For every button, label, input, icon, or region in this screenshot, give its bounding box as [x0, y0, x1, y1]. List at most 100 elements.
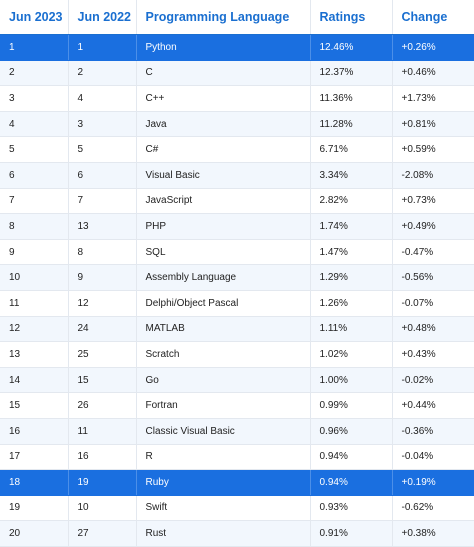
language-name-cell: Visual Basic [135, 162, 310, 189]
rating-cell: 0.93% [309, 495, 392, 522]
table-row[interactable]: 3 4 C++ 11.36% +1.73% [0, 85, 474, 112]
table-row[interactable]: 2 2 C 12.37% +0.46% [0, 60, 474, 87]
rank-jun-2023-cell: 1 [0, 34, 68, 61]
change-cell: -0.36% [391, 418, 474, 445]
language-name-cell: Ruby [135, 469, 310, 496]
rank-jun-2022-cell: 7 [67, 188, 136, 215]
rank-jun-2022-cell: 1 [67, 34, 136, 61]
rating-cell: 12.46% [309, 34, 392, 61]
change-cell: +0.44% [391, 392, 474, 419]
rating-cell: 0.99% [309, 392, 392, 419]
rating-cell: 1.00% [309, 367, 392, 394]
change-cell: -0.56% [391, 264, 474, 291]
table-header: Jun 2023 Jun 2022 Programming Language R… [0, 0, 474, 35]
change-cell: +0.59% [391, 136, 474, 163]
rank-jun-2023-cell: 5 [0, 136, 68, 163]
rank-jun-2022-cell: 27 [67, 520, 136, 547]
rating-cell: 0.94% [309, 469, 392, 496]
change-cell: +0.26% [391, 34, 474, 61]
rating-cell: 1.47% [309, 239, 392, 266]
table-row[interactable]: 13 25 Scratch 1.02% +0.43% [0, 341, 474, 368]
rank-jun-2022-cell: 24 [67, 316, 136, 343]
table-row[interactable]: 5 5 C# 6.71% +0.59% [0, 136, 474, 163]
rank-jun-2022-cell: 10 [67, 495, 136, 522]
language-name-cell: C++ [135, 85, 310, 112]
rank-jun-2023-cell: 17 [0, 444, 68, 471]
rank-jun-2022-cell: 9 [67, 264, 136, 291]
rating-cell: 6.71% [309, 136, 392, 163]
table-row[interactable]: 20 27 Rust 0.91% +0.38% [0, 520, 474, 547]
rating-cell: 0.91% [309, 520, 392, 547]
table-row[interactable]: 12 24 MATLAB 1.11% +0.48% [0, 316, 474, 343]
rank-jun-2023-cell: 15 [0, 392, 68, 419]
change-cell: -2.08% [391, 162, 474, 189]
rating-cell: 1.11% [309, 316, 392, 343]
column-header-jun-2022[interactable]: Jun 2022 [67, 0, 136, 35]
change-cell: +0.73% [391, 188, 474, 215]
change-cell: -0.02% [391, 367, 474, 394]
rank-jun-2022-cell: 25 [67, 341, 136, 368]
table-row[interactable]: 11 12 Delphi/Object Pascal 1.26% -0.07% [0, 290, 474, 317]
rank-jun-2023-cell: 10 [0, 264, 68, 291]
rank-jun-2022-cell: 8 [67, 239, 136, 266]
rating-cell: 2.82% [309, 188, 392, 215]
language-name-cell: Assembly Language [135, 264, 310, 291]
rating-cell: 1.02% [309, 341, 392, 368]
table-row[interactable]: 8 13 PHP 1.74% +0.49% [0, 213, 474, 240]
table-row[interactable]: 9 8 SQL 1.47% -0.47% [0, 239, 474, 266]
change-cell: -0.07% [391, 290, 474, 317]
table-row[interactable]: 7 7 JavaScript 2.82% +0.73% [0, 188, 474, 215]
table-row[interactable]: 14 15 Go 1.00% -0.02% [0, 367, 474, 394]
rank-jun-2022-cell: 13 [67, 213, 136, 240]
table-row[interactable]: 10 9 Assembly Language 1.29% -0.56% [0, 264, 474, 291]
column-header-language[interactable]: Programming Language [135, 0, 310, 35]
language-name-cell: Scratch [135, 341, 310, 368]
rank-jun-2023-cell: 6 [0, 162, 68, 189]
column-header-ratings[interactable]: Ratings [309, 0, 392, 35]
rating-cell: 0.96% [309, 418, 392, 445]
rank-jun-2023-cell: 16 [0, 418, 68, 445]
rating-cell: 11.28% [309, 111, 392, 138]
table-row[interactable]: 4 3 Java 11.28% +0.81% [0, 111, 474, 138]
language-name-cell: Python [135, 34, 310, 61]
rank-jun-2022-cell: 15 [67, 367, 136, 394]
rank-jun-2022-cell: 4 [67, 85, 136, 112]
table-row[interactable]: 17 16 R 0.94% -0.04% [0, 444, 474, 471]
language-name-cell: Classic Visual Basic [135, 418, 310, 445]
rank-jun-2023-cell: 19 [0, 495, 68, 522]
language-name-cell: Delphi/Object Pascal [135, 290, 310, 317]
rank-jun-2023-cell: 12 [0, 316, 68, 343]
table-row[interactable]: 1 1 Python 12.46% +0.26% [0, 34, 474, 61]
table-row[interactable]: 19 10 Swift 0.93% -0.62% [0, 495, 474, 522]
change-cell: -0.62% [391, 495, 474, 522]
change-cell: +0.81% [391, 111, 474, 138]
language-name-cell: Swift [135, 495, 310, 522]
language-name-cell: Java [135, 111, 310, 138]
change-cell: +0.43% [391, 341, 474, 368]
table-row[interactable]: 6 6 Visual Basic 3.34% -2.08% [0, 162, 474, 189]
column-header-jun-2023[interactable]: Jun 2023 [0, 0, 68, 35]
language-name-cell: Rust [135, 520, 310, 547]
rank-jun-2023-cell: 4 [0, 111, 68, 138]
rank-jun-2022-cell: 16 [67, 444, 136, 471]
table-row[interactable]: 16 11 Classic Visual Basic 0.96% -0.36% [0, 418, 474, 445]
language-name-cell: SQL [135, 239, 310, 266]
rank-jun-2022-cell: 3 [67, 111, 136, 138]
rank-jun-2023-cell: 7 [0, 188, 68, 215]
rank-jun-2023-cell: 9 [0, 239, 68, 266]
language-name-cell: MATLAB [135, 316, 310, 343]
table-body: 1 1 Python 12.46% +0.26% 2 2 C 12.37% +0.46% 3 4 C++… [0, 34, 474, 547]
change-cell: -0.47% [391, 239, 474, 266]
table-row[interactable]: 15 26 Fortran 0.99% +0.44% [0, 392, 474, 419]
rank-jun-2023-cell: 13 [0, 341, 68, 368]
table-row[interactable]: 18 19 Ruby 0.94% +0.19% [0, 469, 474, 496]
rating-cell: 1.74% [309, 213, 392, 240]
rank-jun-2022-cell: 2 [67, 60, 136, 87]
change-cell: +1.73% [391, 85, 474, 112]
change-cell: +0.49% [391, 213, 474, 240]
rank-jun-2023-cell: 14 [0, 367, 68, 394]
column-header-change[interactable]: Change [391, 0, 474, 35]
change-cell: -0.04% [391, 444, 474, 471]
rating-cell: 0.94% [309, 444, 392, 471]
